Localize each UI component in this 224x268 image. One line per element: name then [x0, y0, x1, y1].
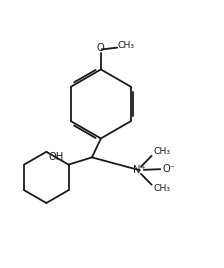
Text: CH₃: CH₃ [154, 184, 171, 193]
Text: CH₃: CH₃ [154, 147, 171, 156]
Text: OH: OH [49, 152, 64, 162]
Text: O: O [97, 43, 105, 53]
Text: O⁻: O⁻ [163, 164, 176, 174]
Text: CH₃: CH₃ [118, 41, 135, 50]
Text: N⁺: N⁺ [134, 165, 146, 175]
